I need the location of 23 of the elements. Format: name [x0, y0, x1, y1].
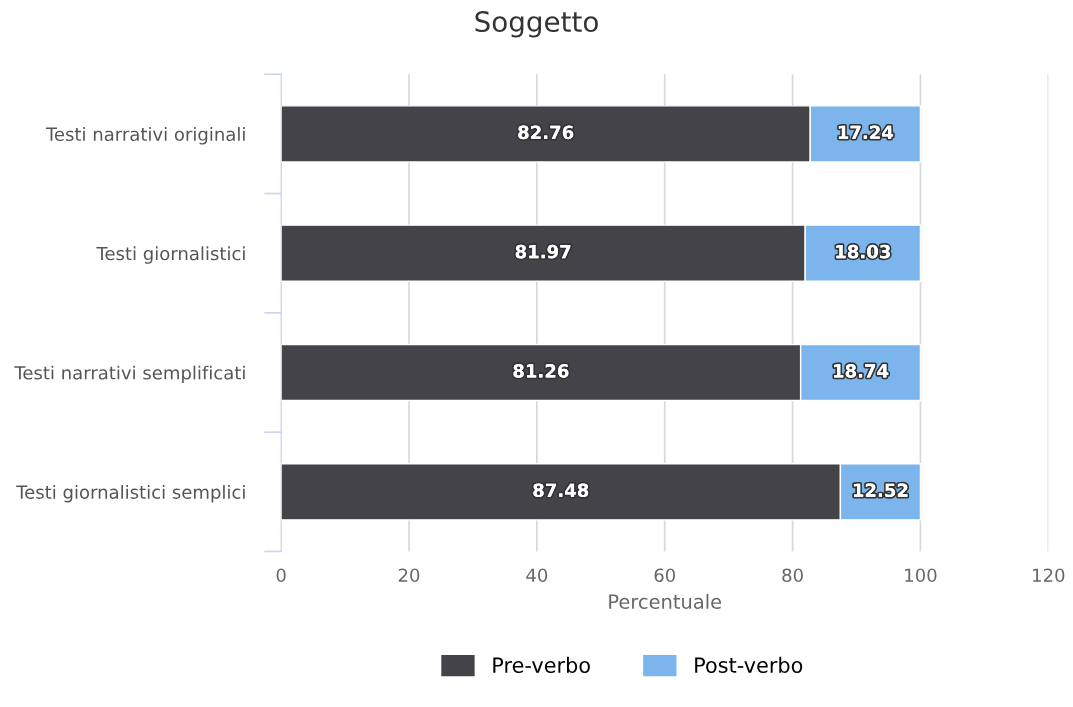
x-tick-label: 0 — [276, 568, 286, 583]
data-label: 81.26 — [513, 364, 569, 378]
y-tick-label: Testi giornalistici semplici — [16, 484, 245, 503]
y-tick-label: Testi narrativi semplificati — [14, 365, 245, 384]
y-tick-label: Testi giornalistici — [96, 246, 245, 264]
x-tick-label: 20 — [398, 568, 420, 583]
data-label: 87.48 — [533, 483, 589, 498]
data-label: 82.76 — [518, 125, 574, 140]
x-axis-title: Percentuale — [609, 593, 722, 609]
data-label: 17.24 — [838, 125, 894, 139]
chart-title: Soggetto — [475, 11, 598, 38]
data-label: 18.03 — [836, 244, 890, 259]
x-tick-label: 80 — [782, 568, 803, 583]
x-tick-label: 120 — [1033, 568, 1065, 583]
y-tick-label: Testi narrativi originali — [45, 127, 245, 145]
data-label: 81.97 — [515, 244, 571, 259]
legend-label: Pre-verbo — [493, 656, 590, 673]
data-label: 12.52 — [853, 483, 908, 498]
x-tick-label: 100 — [905, 568, 937, 583]
x-tick-label: 40 — [526, 568, 548, 583]
x-tick-label: 60 — [654, 568, 676, 583]
data-label: 18.74 — [834, 364, 889, 378]
legend-label: Post-verbo — [695, 656, 803, 673]
